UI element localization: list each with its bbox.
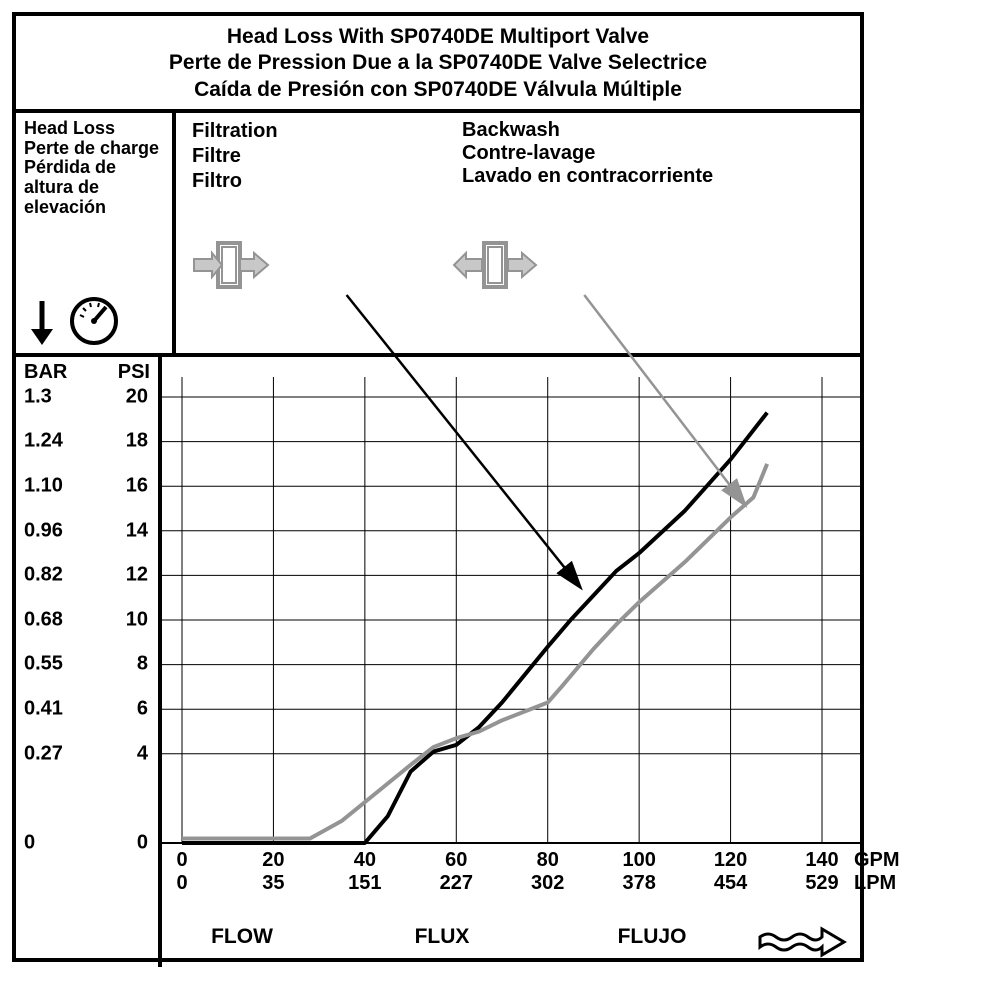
- y-tick: 1.320: [16, 385, 158, 408]
- y-tick: 0.6810: [16, 608, 158, 631]
- x-tick: 120454: [714, 849, 747, 895]
- y-tick: 0.558: [16, 653, 158, 676]
- series-filtration: [182, 412, 767, 842]
- backwash-arrow: [584, 295, 744, 504]
- x-tick: 40151: [348, 849, 381, 895]
- x-tick: 60227: [440, 849, 473, 895]
- legend-filtration-fr: Filtre: [192, 144, 462, 169]
- headloss-en: Head Loss: [24, 119, 166, 139]
- gauge-icon: [68, 295, 120, 347]
- x-axis-labels: 002035401516022780302100378120454140529G…: [162, 849, 860, 899]
- x-tick: 140529: [805, 849, 838, 895]
- headloss-fr: Perte de charge: [24, 139, 166, 159]
- bar-label: BAR: [24, 361, 67, 384]
- x-tick: 80302: [531, 849, 564, 895]
- title-block: Head Loss With SP0740DE Multiport Valve …: [16, 16, 860, 113]
- y-tick: 0.8212: [16, 564, 158, 587]
- y-tick: 1.2418: [16, 430, 158, 453]
- x-units: GPMLPM: [854, 849, 900, 895]
- filtration-arrow: [347, 295, 580, 587]
- title-en: Head Loss With SP0740DE Multiport Valve: [20, 24, 856, 50]
- y-tick: 00: [16, 831, 158, 854]
- psi-label: PSI: [118, 361, 150, 384]
- legend-filtration-en: Filtration: [192, 119, 462, 144]
- flow-es: FLUJO: [562, 925, 742, 959]
- title-es: Caída de Presión con SP0740DE Válvula Mú…: [20, 77, 856, 103]
- title-fr: Perte de Pression Due a la SP0740DE Valv…: [20, 50, 856, 76]
- series-backwash: [182, 464, 767, 839]
- x-tick: 00: [176, 849, 187, 895]
- flow-fr: FLUX: [322, 925, 562, 959]
- chart-frame: Head Loss With SP0740DE Multiport Valve …: [12, 12, 864, 962]
- y-tick: 0.9614: [16, 519, 158, 542]
- legend-filtration-es: Filtro: [192, 169, 462, 194]
- chart-area: BAR PSI 1.320 1.2418 1.1016 0.9614 0.8212 0.6…: [16, 357, 860, 967]
- x-tick: 100378: [622, 849, 655, 895]
- down-arrow-icon: [22, 297, 62, 347]
- headloss-column: Head Loss Perte de charge Pérdida de alt…: [16, 113, 176, 353]
- flow-en: FLOW: [162, 925, 322, 959]
- y-axis-labels: BAR PSI 1.320 1.2418 1.1016 0.9614 0.8212 0.6…: [16, 357, 162, 967]
- y-tick: 1.1016: [16, 474, 158, 497]
- legend-backwash-es: Lavado en contracorriente: [462, 165, 713, 188]
- flow-arrow-icon: [758, 925, 848, 959]
- y-tick: 0.416: [16, 697, 158, 720]
- legend-backwash-en: Backwash: [462, 119, 713, 142]
- flow-labels: FLOW FLUX FLUJO: [162, 925, 860, 959]
- headloss-es: Pérdida de altura de elevación: [24, 158, 166, 217]
- y-tick: 0.274: [16, 742, 158, 765]
- legend-backwash-fr: Contre-lavage: [462, 142, 713, 165]
- x-tick: 2035: [262, 849, 284, 895]
